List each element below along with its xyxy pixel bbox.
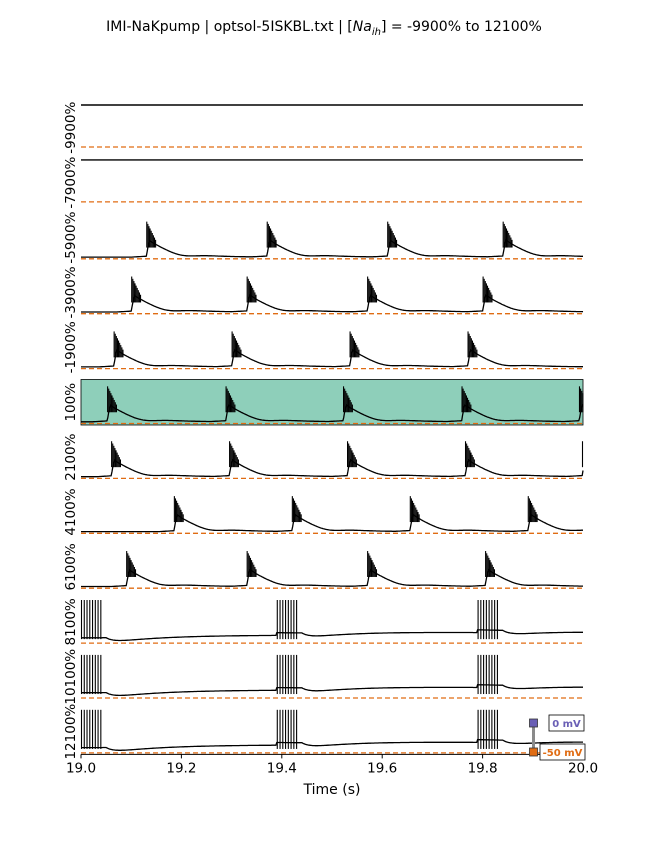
x-tick-label: 20.0 bbox=[568, 760, 598, 776]
scale-top-label: 0 mV bbox=[552, 719, 581, 730]
voltage-trace bbox=[81, 568, 583, 588]
voltage-scale-bar: 0 mV -50 mV bbox=[529, 714, 586, 761]
panel-label: -1900% bbox=[63, 321, 79, 373]
panel-label: -9900% bbox=[63, 102, 79, 154]
panel: -5900% bbox=[63, 211, 583, 264]
highlight-panel-background bbox=[80, 379, 584, 426]
x-axis-label: Time (s) bbox=[303, 782, 361, 798]
panel: -9900% bbox=[63, 102, 583, 154]
panel: 4100% bbox=[63, 488, 583, 536]
voltage-trace bbox=[81, 458, 584, 478]
panel: 6100% bbox=[63, 543, 583, 591]
x-tick-label: 19.6 bbox=[367, 760, 397, 776]
panel-label: 4100% bbox=[63, 488, 79, 535]
panel: 10100% bbox=[63, 649, 583, 705]
panel-label: 10100% bbox=[63, 649, 79, 705]
title-suffix: ] = -9900% to 12100% bbox=[381, 19, 542, 35]
voltage-trace bbox=[81, 738, 583, 751]
voltage-trace bbox=[81, 629, 583, 642]
voltage-trace bbox=[81, 239, 583, 258]
voltage-trace bbox=[81, 513, 583, 533]
panel-label: 2100% bbox=[63, 433, 79, 480]
panel-label: 100% bbox=[63, 383, 79, 422]
x-tick-label: 19.4 bbox=[267, 760, 297, 776]
x-tick-label: 19.8 bbox=[468, 760, 498, 776]
x-tick-label: 19.0 bbox=[66, 760, 96, 776]
title-symbol: Na bbox=[353, 19, 372, 35]
panel: -1900% bbox=[63, 321, 583, 373]
scale-bottom-label-box bbox=[539, 743, 586, 761]
scale-bar-bottom-marker bbox=[529, 747, 538, 757]
panel-label: -3900% bbox=[63, 266, 79, 318]
title-prefix: IMI-NaKpump | optsol-5ISKBL.txt | [ bbox=[106, 19, 353, 35]
voltage-trace bbox=[81, 349, 583, 368]
x-axis: 19.0 19.2 19.4 19.6 19.8 20.0 bbox=[66, 753, 598, 776]
voltage-trace bbox=[81, 294, 584, 313]
panel: 8100% bbox=[63, 598, 583, 645]
panel: 100% bbox=[63, 379, 584, 426]
scale-top-label-box bbox=[548, 714, 585, 732]
voltage-trace bbox=[81, 403, 584, 423]
scale-bar-top-marker bbox=[529, 718, 538, 728]
panel-label: -7900% bbox=[63, 156, 79, 208]
panel-label: 6100% bbox=[63, 543, 79, 590]
scale-bottom-label: -50 mV bbox=[543, 748, 583, 759]
voltage-trace bbox=[81, 683, 583, 697]
panel-label: -5900% bbox=[63, 211, 79, 263]
x-tick-label: 19.2 bbox=[166, 760, 196, 776]
panels: -9900% -7900% -5900% -3900% -1900% 100% 2100% 4… bbox=[63, 102, 584, 760]
chart-title: IMI-NaKpump | optsol-5ISKBL.txt | [Naih]… bbox=[106, 19, 542, 38]
panel-label: 12100% bbox=[63, 704, 79, 760]
panel: 2100% bbox=[63, 433, 584, 481]
panel: -7900% bbox=[63, 156, 583, 209]
panel: -3900% bbox=[63, 266, 584, 318]
title-subscript: ih bbox=[372, 27, 381, 38]
panel: 12100% bbox=[63, 704, 583, 760]
panel-label: 8100% bbox=[63, 598, 79, 645]
